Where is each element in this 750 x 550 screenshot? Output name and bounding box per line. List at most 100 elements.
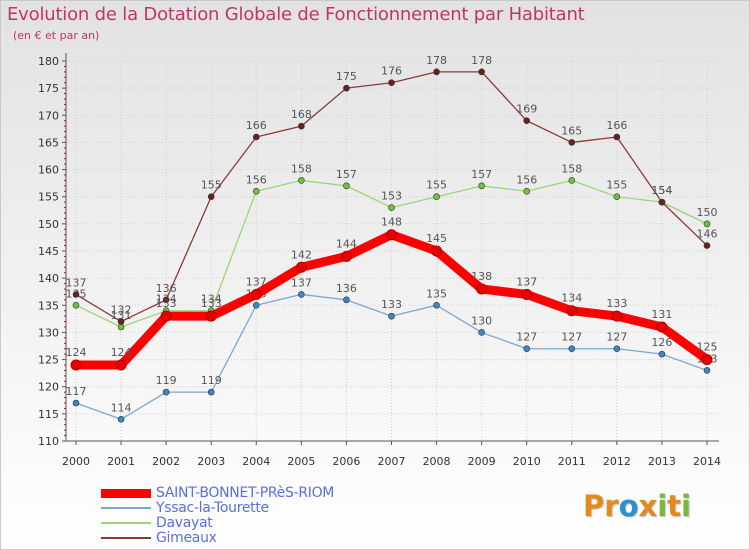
data-label: 127	[606, 331, 627, 344]
data-label: 153	[381, 190, 402, 203]
y-tick-label: 125	[38, 354, 59, 367]
chart-subtitle: (en € et par an)	[13, 29, 100, 42]
y-tick-label: 155	[38, 191, 59, 204]
data-label: 137	[516, 275, 537, 288]
x-tick-label: 2009	[468, 455, 496, 468]
data-point	[433, 301, 440, 309]
data-point	[160, 310, 172, 322]
data-point	[343, 182, 350, 190]
y-tick-label: 135	[38, 299, 59, 312]
data-label: 178	[426, 54, 447, 67]
data-label: 158	[561, 162, 582, 175]
chart-title: Evolution de la Dotation Globale de Fonc…	[7, 4, 585, 25]
data-point	[658, 198, 666, 206]
y-tick-label: 140	[38, 272, 59, 285]
x-tick-label: 2000	[62, 455, 90, 468]
data-point	[613, 193, 621, 201]
data-label: 114	[111, 401, 132, 414]
data-label: 157	[471, 168, 492, 181]
x-tick-label: 2014	[693, 455, 721, 468]
data-label: 154	[651, 184, 672, 197]
data-point	[433, 193, 440, 201]
x-tick-label: 2011	[558, 455, 586, 468]
data-label: 157	[336, 168, 357, 181]
data-label: 135	[426, 287, 447, 300]
data-label: 133	[156, 297, 177, 310]
data-point	[162, 388, 170, 396]
data-label: 156	[516, 173, 537, 186]
data-point	[433, 68, 440, 76]
data-point	[431, 245, 443, 257]
data-point	[343, 84, 350, 92]
legend-item: Davayat	[101, 515, 421, 531]
data-label: 165	[561, 124, 582, 137]
data-label: 144	[336, 237, 357, 250]
data-point	[611, 310, 623, 322]
data-label: 125	[697, 341, 718, 354]
x-tick-label: 2010	[513, 455, 541, 468]
series-gimeaux: 137 132 136 155 166 168 175 176 178 178 169 165 166 1…	[66, 54, 718, 325]
data-label: 130	[471, 314, 492, 327]
data-point	[523, 345, 531, 353]
data-point	[298, 291, 305, 298]
legend-swatch	[101, 522, 151, 524]
data-label: 124	[111, 346, 132, 359]
legend-item: Gimeaux	[101, 530, 421, 546]
y-tick-label: 160	[38, 164, 59, 177]
data-point	[703, 367, 711, 374]
data-point	[72, 291, 80, 298]
x-tick-label: 2001	[107, 455, 135, 468]
data-point	[566, 305, 578, 317]
data-label: 134	[561, 292, 582, 305]
data-label: 134	[201, 293, 222, 306]
y-tick-label: 175	[38, 82, 59, 95]
data-point	[521, 288, 533, 300]
data-label: 126	[651, 336, 672, 349]
data-point	[613, 133, 621, 141]
legend-item: SAINT-BONNET-PRèS-RIOM	[101, 485, 421, 501]
data-point	[72, 399, 80, 407]
data-point	[523, 187, 531, 195]
data-label: 133	[606, 297, 627, 310]
data-label: 155	[426, 179, 447, 192]
data-point	[340, 250, 352, 262]
data-point	[703, 242, 711, 249]
x-tick-label: 2004	[242, 455, 270, 468]
data-point	[252, 187, 260, 195]
data-point	[117, 323, 125, 331]
x-tick-label: 2005	[287, 455, 315, 468]
data-point	[656, 321, 668, 333]
y-tick-label: 120	[38, 381, 59, 394]
y-tick-label: 180	[38, 55, 59, 68]
data-label: 119	[156, 374, 177, 387]
data-point	[295, 261, 307, 273]
y-tick-label: 115	[38, 408, 59, 421]
data-label: 175	[336, 70, 357, 83]
data-point	[388, 79, 395, 87]
data-point	[568, 139, 576, 146]
data-point	[298, 177, 305, 184]
data-point	[478, 329, 485, 336]
data-point	[386, 229, 397, 241]
data-point	[162, 296, 170, 304]
data-point	[252, 301, 260, 309]
data-label: 169	[516, 103, 537, 116]
legend-label: Gimeaux	[156, 530, 217, 546]
x-tick-label: 2008	[423, 455, 451, 468]
legend-swatch	[101, 488, 151, 498]
data-label: 166	[246, 119, 267, 132]
series-yssac-la-tourette: 1171141191191351371361331351301271271271…	[66, 276, 718, 423]
data-label: 148	[381, 216, 402, 229]
data-point	[658, 350, 666, 358]
data-label: 119	[201, 374, 222, 387]
data-point	[207, 193, 215, 201]
y-tick-label: 150	[38, 218, 59, 231]
legend-item: Yssac-la-Tourette	[101, 500, 421, 516]
data-point	[568, 177, 576, 184]
data-point	[523, 117, 531, 125]
y-tick-label: 130	[38, 326, 59, 339]
data-point	[701, 354, 713, 366]
data-label: 146	[697, 228, 718, 241]
